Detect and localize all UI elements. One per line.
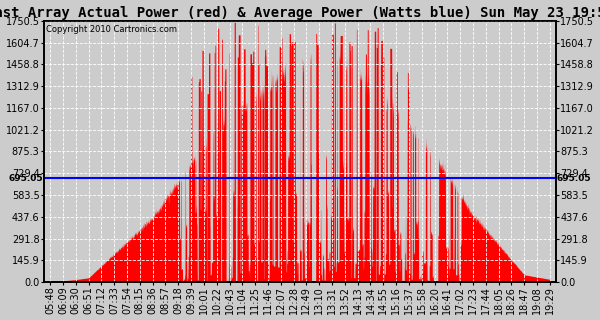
Text: Copyright 2010 Cartronics.com: Copyright 2010 Cartronics.com <box>46 25 177 34</box>
Title: East Array Actual Power (red) & Average Power (Watts blue) Sun May 23 19:53: East Array Actual Power (red) & Average … <box>0 5 600 20</box>
Text: 695.05: 695.05 <box>557 174 592 183</box>
Text: 695.05: 695.05 <box>8 174 43 183</box>
